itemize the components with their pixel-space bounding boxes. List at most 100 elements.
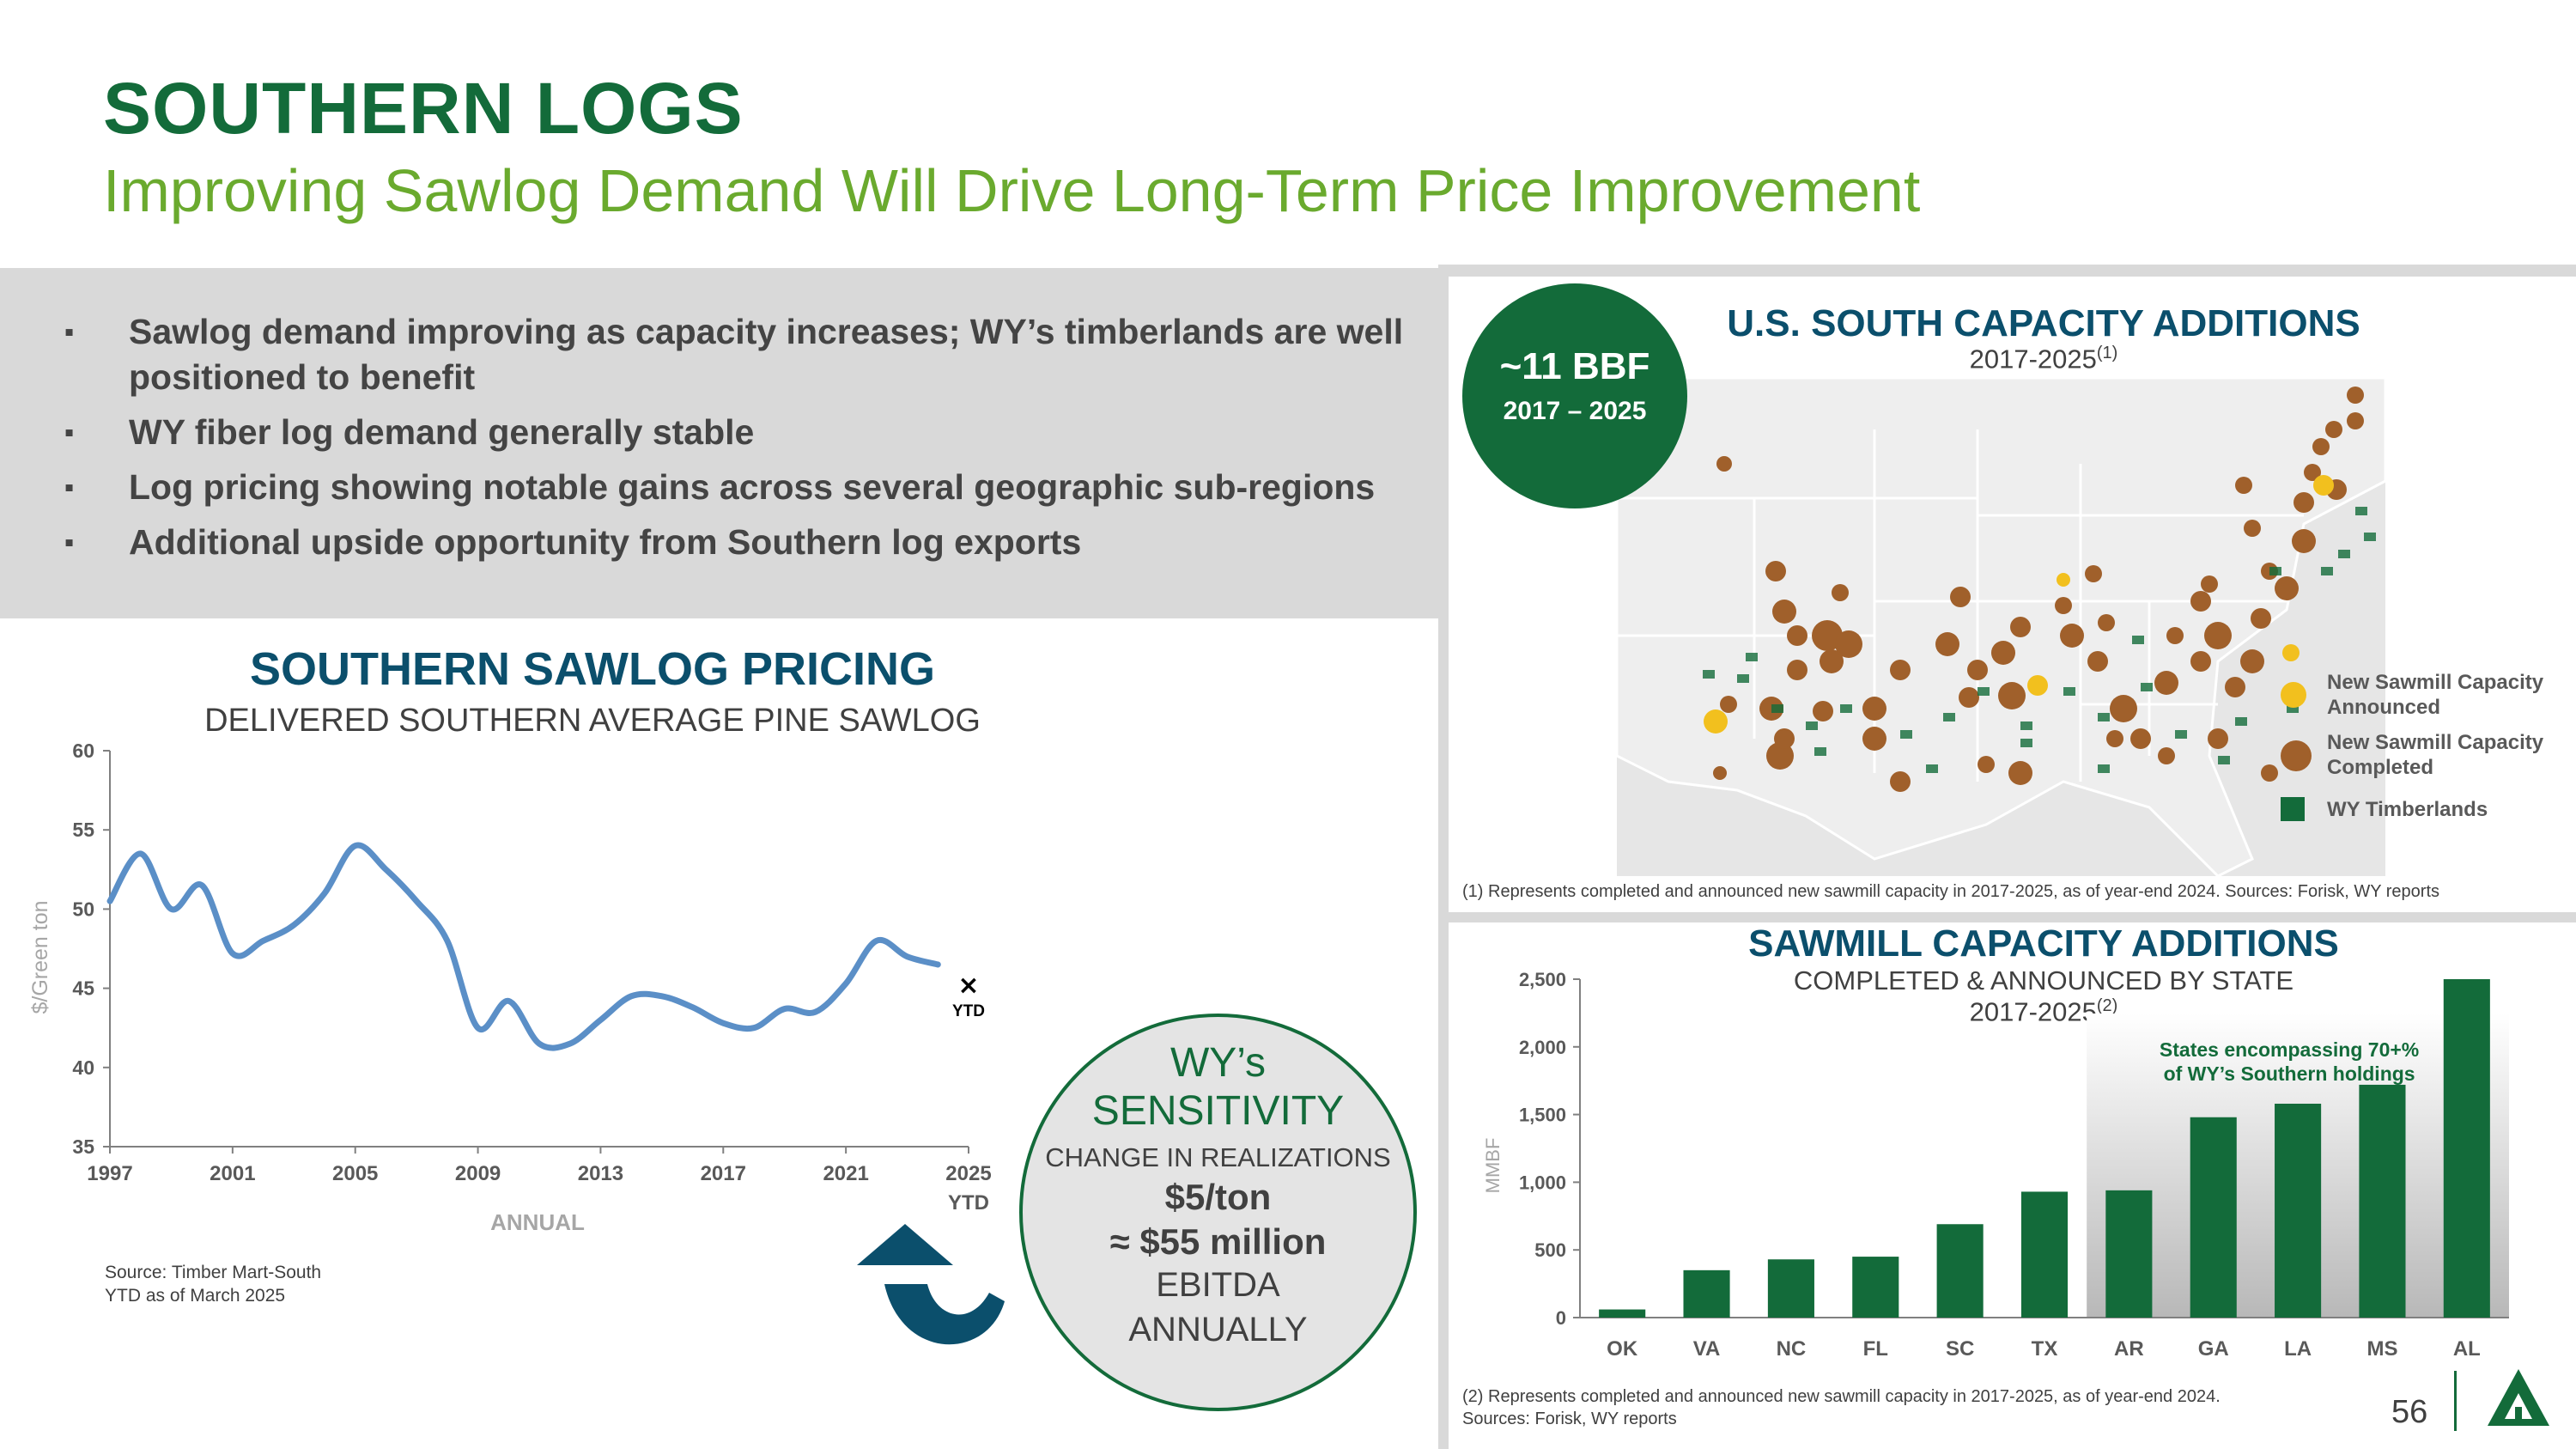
bar-sc [1936, 1224, 1984, 1318]
timberland-patch [2020, 739, 2032, 747]
x-tick-label: OK [1607, 1337, 1638, 1361]
x-tick-label: TX [2032, 1337, 2058, 1361]
bar-ar [2105, 1190, 2153, 1318]
y-tick-label: 2,000 [1519, 1037, 1566, 1058]
x-tick-label: 2017 [701, 1162, 746, 1185]
sawmill-chart-title: SAWMILL CAPACITY ADDITIONS [1748, 922, 2339, 965]
timberland-patch [2063, 687, 2075, 696]
timberland-patch [1926, 764, 1938, 773]
announced-dot [2282, 644, 2300, 661]
bullet-item: WY fiber log demand generally stable [64, 410, 1421, 455]
completed-dot [1787, 625, 1807, 646]
bar-al [2443, 979, 2490, 1318]
timberland-patch [1943, 713, 1955, 721]
completed-dot [1998, 682, 2026, 709]
capacity-badge: ~11 BBF 2017 – 2025 [1462, 283, 1687, 508]
sawmill-chart-years: 2017-2025(2) [1709, 996, 2379, 1027]
company-logo-icon [2488, 1369, 2549, 1426]
completed-dot [2347, 387, 2364, 404]
timberland-patch [1814, 747, 1826, 756]
completed-dot [2304, 464, 2321, 481]
timberland-patch [2132, 636, 2144, 644]
completed-dot [1820, 649, 1844, 673]
completed-dot [2085, 565, 2102, 582]
completed-dot [2261, 764, 2278, 782]
sensitivity-text: ANNUALLY [1128, 1311, 1308, 1349]
completed-dot [2158, 747, 2175, 764]
sensitivity-callout: WY’s SENSITIVITY CHANGE IN REALIZATIONS … [1019, 1014, 1417, 1411]
timberland-patch [2141, 683, 2153, 691]
y-tick-label: 2,500 [1519, 969, 1566, 990]
sensitivity-title: WY’s [1170, 1040, 1267, 1086]
completed-dot [1862, 727, 1886, 751]
completed-dot [2208, 728, 2228, 749]
timberland-patch [1737, 674, 1749, 683]
bar-ms [2359, 1084, 2406, 1318]
announced-dot [1704, 709, 1728, 734]
timberland-patch [2175, 730, 2187, 739]
bar-ok [1599, 1309, 1646, 1318]
completed-dot [2060, 624, 2084, 648]
bullet-item: Additional upside opportunity from South… [64, 520, 1421, 565]
x-tick-label: AR [2114, 1337, 2144, 1361]
sensitivity-text: EBITDA [1156, 1266, 1280, 1304]
x-tick-sublabel: YTD [948, 1191, 989, 1215]
highlight-annotation: States encompassing 70+% [2160, 1038, 2419, 1061]
timberland-patch [2364, 533, 2376, 541]
y-tick-label: 1,500 [1519, 1105, 1566, 1126]
capacity-map-years: 2017-2025 [1969, 344, 2097, 374]
sensitivity-title: SENSITIVITY [1091, 1088, 1345, 1134]
completed-dot [2106, 730, 2123, 747]
completed-dot [2292, 529, 2316, 553]
curved-arrow-icon [857, 1224, 1005, 1345]
bar-la [2275, 1103, 2322, 1318]
y-tick-label: 40 [72, 1056, 94, 1079]
x-tick-label: AL [2453, 1337, 2481, 1361]
pricing-line-chart: 35 40 45 50 55 60 1997 2001 2005 2009 2013 2017 2021… [28, 740, 992, 1235]
pricing-chart-subtitle: DELIVERED SOUTHERN AVERAGE PINE SAWLOG [204, 703, 981, 739]
announced-dot [2313, 475, 2334, 496]
y-tick-label: 0 [1556, 1307, 1566, 1329]
completed-dot [1862, 697, 1886, 721]
timberland-patch [2269, 567, 2281, 575]
timberland-patch [2098, 713, 2110, 721]
x-tick-label: 2005 [332, 1162, 378, 1185]
bar-tx [2020, 1191, 2069, 1318]
completed-dot [2087, 651, 2108, 672]
legend-completed: New Sawmill Capacity Completed [2327, 730, 2576, 780]
x-tick-label: LA [2284, 1337, 2312, 1361]
legend-timberlands: WY Timberlands [2327, 797, 2576, 822]
completed-dot [1766, 742, 1794, 770]
completed-dot [2098, 614, 2115, 631]
completed-dot [2347, 412, 2364, 429]
panel-divider [1449, 912, 2576, 922]
bullet-item: Log pricing showing notable gains across… [64, 465, 1421, 510]
highlight-annotation: of WY’s Southern holdings [2164, 1062, 2415, 1085]
y-tick-label: 60 [72, 740, 94, 762]
x-tick-label: MS [2366, 1337, 2397, 1361]
timberland-patch [2218, 756, 2230, 764]
y-tick-label: 45 [72, 977, 94, 1000]
completed-dot [2110, 695, 2137, 722]
panel-divider [1438, 268, 1449, 1449]
completed-dot [2008, 761, 2032, 785]
bullet-item: Sawlog demand improving as capacity incr… [64, 309, 1421, 400]
logo-divider [2454, 1371, 2457, 1431]
timberland-patch [1978, 687, 1990, 696]
map-graphic [1615, 376, 2387, 878]
completed-dot [2190, 651, 2211, 672]
completed-dot [1950, 587, 1971, 607]
source-note: Source: Timber Mart-South YTD as of Marc… [105, 1263, 322, 1306]
x-tick-label: 1997 [87, 1162, 132, 1185]
legend-label: New Sawmill Capacity Completed [2327, 731, 2544, 779]
timberland-patch [1703, 670, 1715, 679]
completed-dot [2010, 617, 2031, 637]
capacity-badge-years: 2017 – 2025 [1503, 397, 1647, 425]
sensitivity-text: CHANGE IN REALIZATIONS [1045, 1142, 1391, 1172]
footnote-ref: (1) [2096, 344, 2118, 362]
sensitivity-value: $5/ton [1164, 1177, 1272, 1217]
completed-dot [2325, 421, 2342, 438]
timberland-patch [1900, 730, 1912, 739]
completed-dot [2312, 438, 2330, 455]
completed-dot [2240, 649, 2264, 673]
